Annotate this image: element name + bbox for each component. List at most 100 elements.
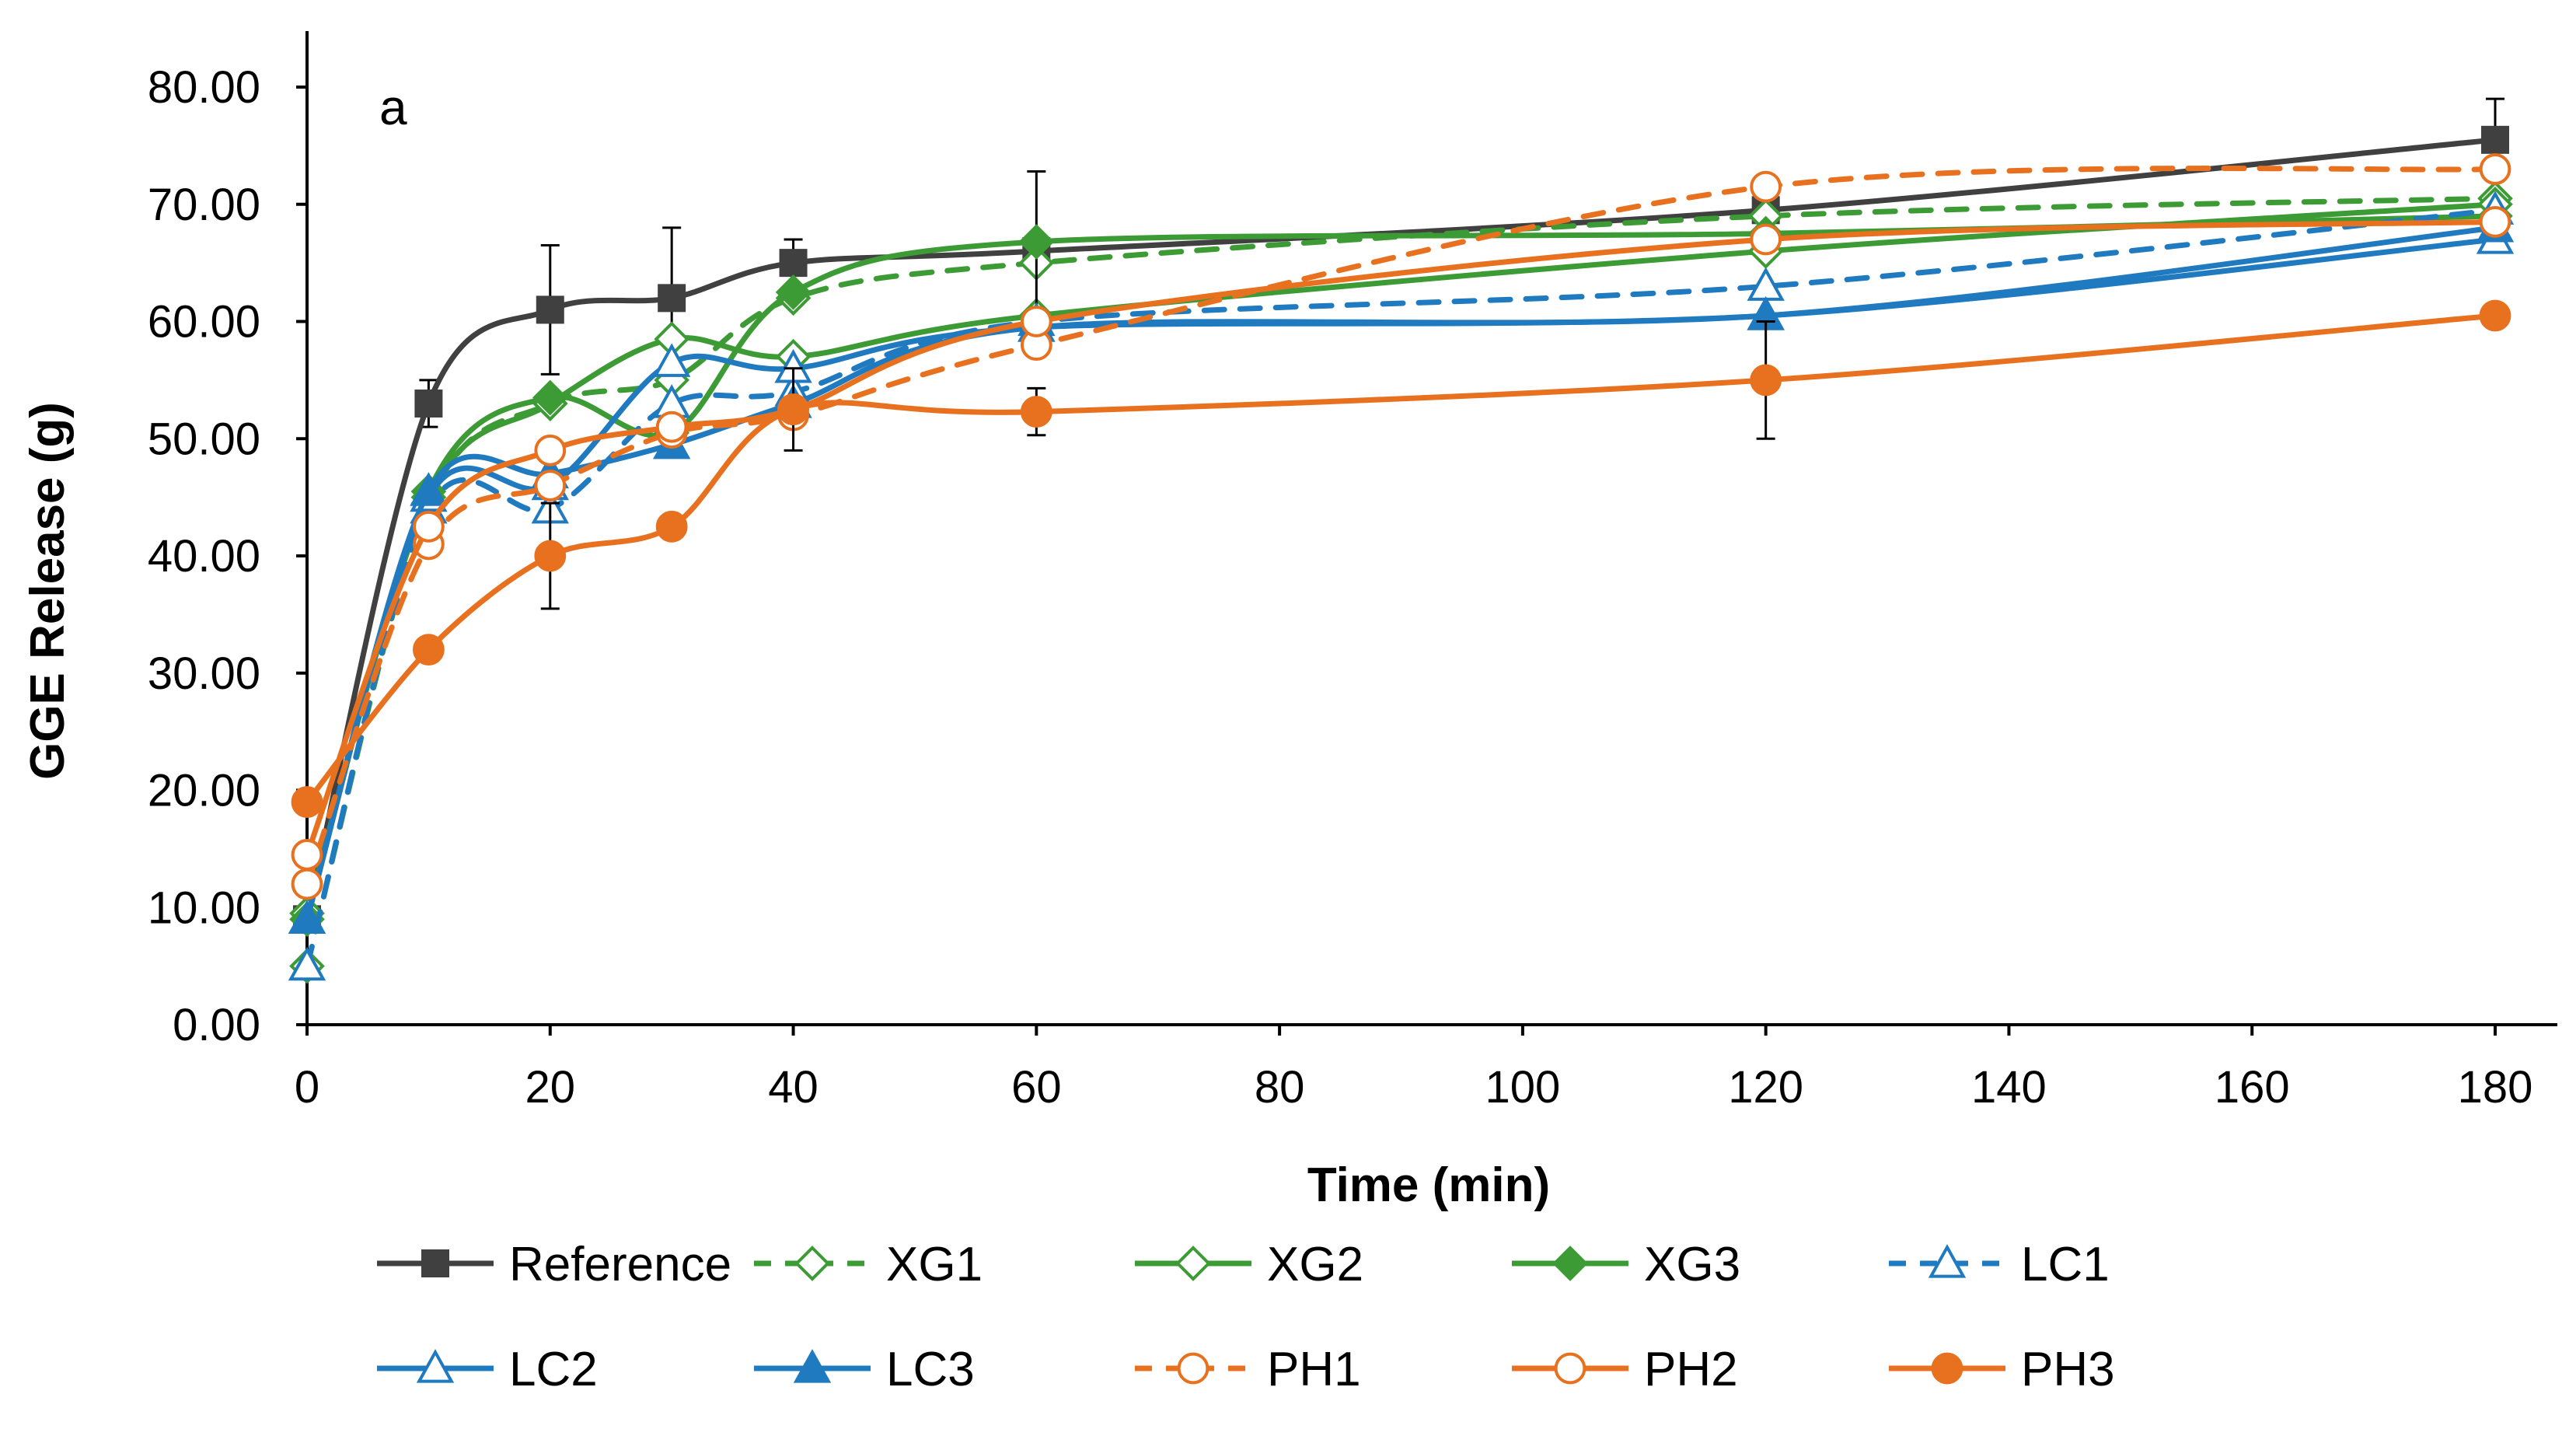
series-ph2 [291, 205, 2511, 871]
data-point-xg3 [775, 274, 812, 310]
legend-marker [793, 1349, 832, 1383]
data-point-lc1 [288, 946, 326, 981]
series-xg3 [289, 170, 2513, 938]
legend-label: LC3 [886, 1343, 975, 1396]
legend-marker [1931, 1352, 1963, 1385]
legend-marker [421, 1249, 449, 1277]
legend-item-xg3: XG3 [1512, 1238, 1740, 1291]
legend-label: XG2 [1267, 1238, 1363, 1291]
y-tick-label: 60.00 [148, 297, 260, 348]
legend-marker [794, 1246, 830, 1281]
series-line-lc3 [304, 225, 2498, 922]
data-point-ph2 [655, 411, 688, 443]
data-point-ph3 [655, 510, 688, 543]
data-point-ph3 [534, 540, 567, 572]
series-line-lc2 [304, 236, 2498, 922]
axes: 0.00 10.00 20.00 30.00 40.00 50.00 60.00 70.00 8… [148, 31, 2557, 1113]
legend-item-lc2: LC2 [377, 1343, 598, 1396]
data-point-ph3 [291, 786, 323, 818]
data-point-lc2 [652, 343, 691, 377]
data-point-lc3 [410, 472, 448, 506]
data-point-ph2 [1020, 306, 1052, 337]
series-line-reference [304, 137, 2498, 922]
series-ph1 [291, 153, 2511, 900]
legend-item-lc3: LC3 [754, 1343, 975, 1396]
data-point-ph2 [2479, 205, 2511, 238]
y-tick-label: 40.00 [148, 531, 260, 582]
data-point-ph3 [1750, 364, 1782, 397]
legend-item-lc1: LC1 [1889, 1238, 2110, 1291]
series-line-ph3 [304, 313, 2498, 805]
legend-label: LC2 [509, 1343, 598, 1396]
legend-marker [1554, 1352, 1586, 1385]
series-group [288, 97, 2515, 984]
x-tick-label: 160 [2215, 1062, 2290, 1113]
legend-label: PH1 [1267, 1343, 1361, 1396]
data-point-reference [414, 390, 443, 418]
legend-marker [1928, 1244, 1967, 1278]
data-point-lc3 [288, 900, 326, 934]
data-point-ph3 [777, 393, 809, 425]
x-tick-label: 20 [525, 1062, 576, 1113]
data-point-reference [658, 284, 686, 313]
y-tick-label: 50.00 [148, 414, 260, 464]
y-tick-label: 10.00 [148, 882, 260, 933]
panel-label: a [379, 79, 407, 135]
legend-label: XG3 [1644, 1238, 1740, 1291]
legend-marker [1175, 1246, 1211, 1281]
x-tick-label: 140 [1971, 1062, 2047, 1113]
x-tick-label: 100 [1485, 1062, 1560, 1113]
series-line-xg1 [304, 195, 2498, 970]
x-tick-label: 120 [1728, 1062, 1803, 1113]
series-line-ph1 [304, 166, 2498, 887]
series-lc3 [288, 208, 2515, 934]
data-point-ph1 [534, 470, 567, 501]
legend-label: LC1 [2021, 1238, 2110, 1291]
data-point-ph3 [2479, 299, 2511, 332]
legend-item-ph2: PH2 [1512, 1343, 1738, 1396]
series-lc1 [288, 190, 2515, 981]
y-tick-label: 20.00 [148, 766, 260, 816]
legend: Reference XG1 XG2 XG3 LC1 LC2 LC3 PH1 PH2 PH3 [377, 1238, 2115, 1396]
series-line-xg2 [304, 201, 2498, 917]
data-point-xg3 [1018, 224, 1055, 260]
legend-label: XG1 [886, 1238, 983, 1291]
legend-item-ph3: PH3 [1889, 1343, 2115, 1396]
legend-label: PH2 [1644, 1343, 1738, 1396]
legend-label: PH3 [2021, 1343, 2115, 1396]
series-ph3 [291, 299, 2511, 818]
x-tick-label: 60 [1011, 1062, 1062, 1113]
x-tick-label: 80 [1255, 1062, 1305, 1113]
y-tick-label: 70.00 [148, 180, 260, 230]
legend-item-reference: Reference [377, 1238, 731, 1291]
series-lc2 [288, 220, 2515, 934]
y-tick-label: 30.00 [148, 648, 260, 699]
data-point-ph3 [412, 634, 445, 666]
data-point-ph2 [1750, 223, 1782, 256]
data-point-ph2 [291, 839, 323, 871]
data-point-ph1 [2479, 153, 2511, 185]
y-tick-label: 0.00 [173, 1000, 260, 1050]
legend-item-xg1: XG1 [754, 1238, 983, 1291]
legend-marker [416, 1349, 455, 1383]
data-point-reference [779, 249, 808, 278]
legend-item-xg2: XG2 [1135, 1238, 1363, 1291]
x-axis-title: Time (min) [1307, 1158, 1550, 1212]
x-tick-label: 0 [295, 1062, 319, 1113]
data-point-ph1 [291, 868, 323, 900]
legend-marker [1552, 1246, 1588, 1281]
x-tick-label: 180 [2458, 1062, 2533, 1113]
series-line-ph2 [304, 218, 2498, 858]
legend-marker [1177, 1352, 1209, 1385]
y-tick-label: 80.00 [148, 62, 260, 113]
data-point-ph3 [1020, 396, 1052, 428]
legend-label: Reference [509, 1238, 731, 1291]
data-point-reference [2481, 125, 2509, 154]
data-point-xg3 [532, 379, 568, 416]
y-axis-title: GGE Release (g) [21, 402, 75, 780]
legend-item-ph1: PH1 [1135, 1343, 1361, 1396]
data-point-ph1 [1750, 170, 1782, 203]
data-point-ph2 [534, 434, 567, 466]
